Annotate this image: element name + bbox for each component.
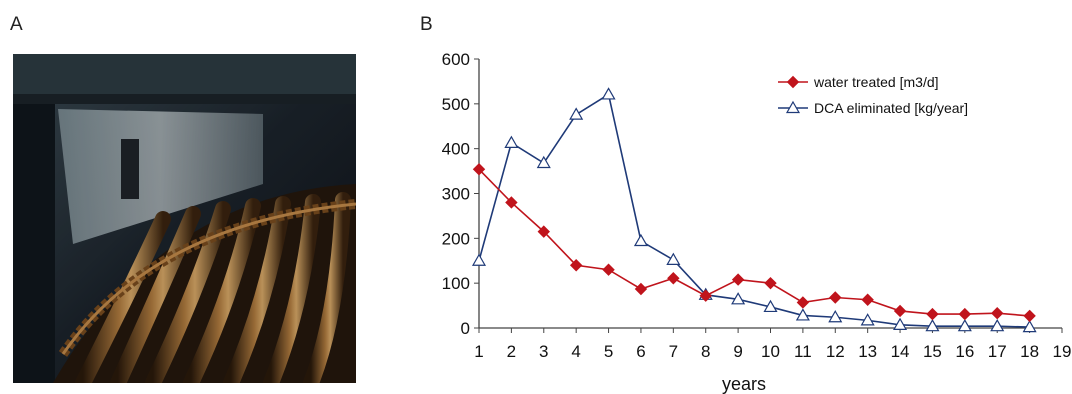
x-tick-label: 1 [474, 342, 483, 361]
x-tick-label: 4 [571, 342, 580, 361]
x-tick-label: 16 [955, 342, 974, 361]
data-point [537, 225, 550, 238]
panel-b-label: B [420, 14, 433, 35]
data-point [472, 163, 486, 176]
x-axis-title: years [722, 374, 766, 394]
x-tick-label: 18 [1020, 342, 1039, 361]
data-point [926, 307, 939, 321]
data-point [990, 318, 1005, 332]
legend-entry: water treated [m3/d] [813, 74, 939, 90]
data-point [991, 306, 1004, 320]
series-dca-eliminated [471, 87, 1037, 333]
data-point [957, 318, 972, 332]
data-point [796, 296, 810, 309]
x-tick-label: 9 [733, 342, 742, 361]
x-tick-label: 12 [826, 342, 845, 361]
series-line [478, 168, 1030, 317]
data-point [861, 293, 874, 306]
legend-swatch-marker [786, 75, 800, 89]
data-point [504, 135, 519, 148]
data-point [795, 308, 810, 321]
chart-axes [474, 58, 1063, 333]
chart-legend: water treated [m3/d] DCA eliminated [kg/y… [778, 74, 968, 116]
data-point [1023, 309, 1036, 323]
x-tick-label: 17 [988, 342, 1007, 361]
x-tick-labels: 1 2 3 4 5 6 7 8 9 10 11 12 13 14 15 16 17 18 19 [474, 342, 1071, 361]
data-point [829, 291, 842, 304]
data-point [471, 253, 487, 266]
data-point [666, 252, 681, 265]
y-tick-labels: 0 100 200 300 400 500 600 [442, 50, 470, 338]
y-tick-label: 0 [461, 319, 470, 338]
filter-tube-bundle-photo [13, 54, 356, 383]
x-tick-label: 13 [858, 342, 877, 361]
data-point [667, 272, 680, 285]
y-tick-label: 300 [442, 185, 470, 204]
data-point [860, 313, 875, 326]
x-tick-label: 5 [604, 342, 613, 361]
data-point [569, 107, 584, 120]
data-point [633, 233, 648, 247]
data-point [958, 307, 972, 321]
data-point [731, 292, 746, 305]
x-tick-label: 14 [891, 342, 910, 361]
data-point [601, 87, 616, 100]
legend-entry: DCA eliminated [kg/year] [814, 100, 968, 116]
data-point [1022, 319, 1037, 333]
data-point [536, 155, 551, 169]
y-tick-label: 500 [442, 95, 470, 114]
data-point [505, 196, 518, 209]
data-point [602, 263, 615, 276]
data-point [893, 317, 908, 330]
series-line [478, 93, 1030, 328]
x-tick-label: 6 [636, 342, 645, 361]
legend-swatch-marker [785, 100, 801, 114]
data-point [828, 310, 843, 323]
data-point [763, 299, 778, 313]
data-point [569, 259, 583, 272]
x-tick-label: 11 [794, 342, 812, 361]
data-point [699, 289, 712, 302]
y-tick-label: 200 [442, 229, 470, 248]
x-tick-label: 3 [539, 342, 548, 361]
x-tick-label: 19 [1053, 342, 1072, 361]
data-point [925, 318, 940, 332]
x-tick-label: 2 [507, 342, 516, 361]
y-tick-label: 600 [442, 50, 470, 69]
data-point [893, 304, 907, 318]
data-point [764, 276, 777, 290]
x-tick-label: 10 [761, 342, 780, 361]
x-tick-label: 7 [669, 342, 678, 361]
series-water-treated [472, 163, 1036, 323]
x-tick-label: 15 [923, 342, 942, 361]
y-tick-label: 100 [442, 274, 470, 293]
y-tick-label: 400 [442, 140, 470, 159]
data-point [634, 282, 648, 296]
chart-series [471, 87, 1037, 333]
data-point [731, 273, 745, 286]
panel-a-label: A [10, 14, 23, 35]
x-tick-label: 8 [701, 342, 710, 361]
